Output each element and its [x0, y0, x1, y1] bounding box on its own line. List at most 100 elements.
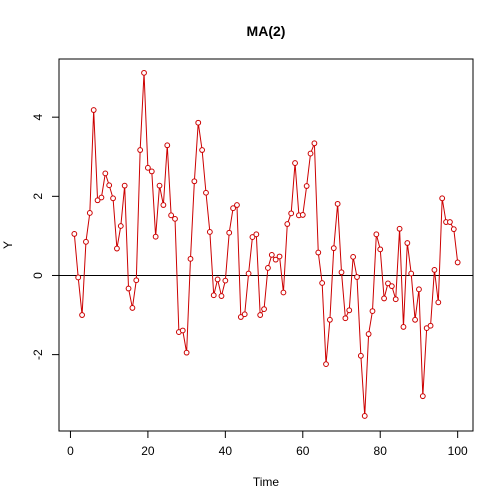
data-point — [307, 150, 314, 157]
data-point — [222, 277, 229, 284]
data-point — [427, 322, 434, 329]
data-point — [199, 147, 206, 153]
data-point — [249, 234, 256, 240]
data-point — [292, 160, 298, 166]
data-point — [133, 277, 140, 284]
data-point — [323, 361, 329, 368]
data-point — [141, 69, 147, 76]
data-point — [214, 276, 221, 283]
data-point — [187, 255, 194, 262]
data-point — [369, 308, 376, 314]
chart-title: MA(2) — [247, 23, 286, 39]
data-point — [164, 142, 171, 149]
data-point — [435, 299, 442, 306]
data-point — [168, 212, 175, 219]
data-point — [354, 274, 360, 280]
x-tick-label: 80 — [374, 444, 388, 458]
data-point — [114, 245, 120, 252]
data-point — [450, 226, 457, 233]
data-point — [346, 307, 353, 314]
data-point — [191, 178, 198, 185]
data-point — [172, 215, 178, 222]
data-point — [226, 229, 233, 236]
data-point — [439, 195, 446, 202]
data-point — [125, 285, 132, 292]
data-point — [86, 210, 93, 216]
data-point — [71, 231, 78, 237]
data-point — [203, 189, 209, 196]
data-point — [326, 316, 333, 323]
data-point — [416, 286, 422, 293]
data-point — [357, 352, 364, 359]
data-point — [377, 246, 384, 253]
data-point — [210, 292, 217, 299]
data-point — [79, 312, 85, 318]
data-point — [230, 205, 236, 212]
data-point — [381, 295, 387, 302]
data-point — [121, 182, 128, 189]
data-point — [303, 183, 310, 189]
data-point — [117, 223, 124, 229]
data-point — [218, 293, 225, 299]
data-point — [342, 315, 349, 322]
data-point — [272, 256, 279, 263]
data-point — [145, 164, 151, 171]
data-point — [412, 316, 418, 323]
data-point — [160, 202, 167, 208]
series-group — [71, 69, 461, 419]
x-tick-label: 40 — [219, 444, 233, 458]
series-line — [73, 72, 459, 416]
data-point — [373, 231, 380, 238]
data-point — [454, 259, 461, 266]
data-point — [195, 119, 202, 126]
y-tick-label: 0 — [31, 272, 45, 279]
data-point — [284, 221, 291, 227]
data-point — [245, 270, 252, 277]
data-point — [299, 212, 306, 218]
x-tick-label: 60 — [296, 444, 310, 458]
data-point — [447, 219, 453, 225]
data-point — [179, 327, 186, 334]
y-axis: -2 0 2 4 — [31, 114, 59, 360]
data-point — [431, 267, 438, 273]
data-point — [365, 331, 372, 337]
data-point — [361, 413, 368, 419]
data-point — [280, 289, 287, 296]
data-point — [75, 274, 82, 281]
data-point — [385, 280, 391, 287]
data-point — [404, 240, 411, 246]
plot-frame — [58, 58, 474, 432]
data-point — [350, 253, 357, 260]
data-point — [268, 251, 275, 258]
data-point — [276, 253, 283, 260]
data-point — [338, 269, 345, 276]
x-tick-label: 0 — [67, 444, 74, 458]
data-point — [129, 305, 136, 311]
data-point — [90, 107, 97, 113]
x-axis-label: Time — [253, 475, 280, 489]
data-point — [241, 311, 248, 318]
data-point — [234, 202, 240, 208]
data-point — [237, 314, 244, 320]
data-point — [315, 249, 322, 256]
data-point — [106, 182, 113, 189]
data-point — [265, 265, 271, 271]
data-point — [392, 296, 399, 303]
x-axis: 0 20 40 60 80 100 — [67, 431, 468, 458]
data-point — [137, 147, 144, 153]
data-point — [408, 270, 415, 277]
x-tick-label: 100 — [448, 444, 468, 458]
data-point — [396, 225, 403, 232]
data-point — [98, 194, 105, 201]
data-point — [257, 312, 264, 318]
y-tick-label: 2 — [31, 193, 45, 200]
data-point — [419, 393, 426, 400]
data-point — [156, 182, 163, 189]
data-point — [388, 283, 395, 290]
data-point — [152, 233, 159, 240]
data-point — [334, 200, 341, 207]
y-tick-label: -2 — [31, 349, 45, 360]
data-point — [288, 210, 295, 217]
data-point — [102, 170, 109, 177]
